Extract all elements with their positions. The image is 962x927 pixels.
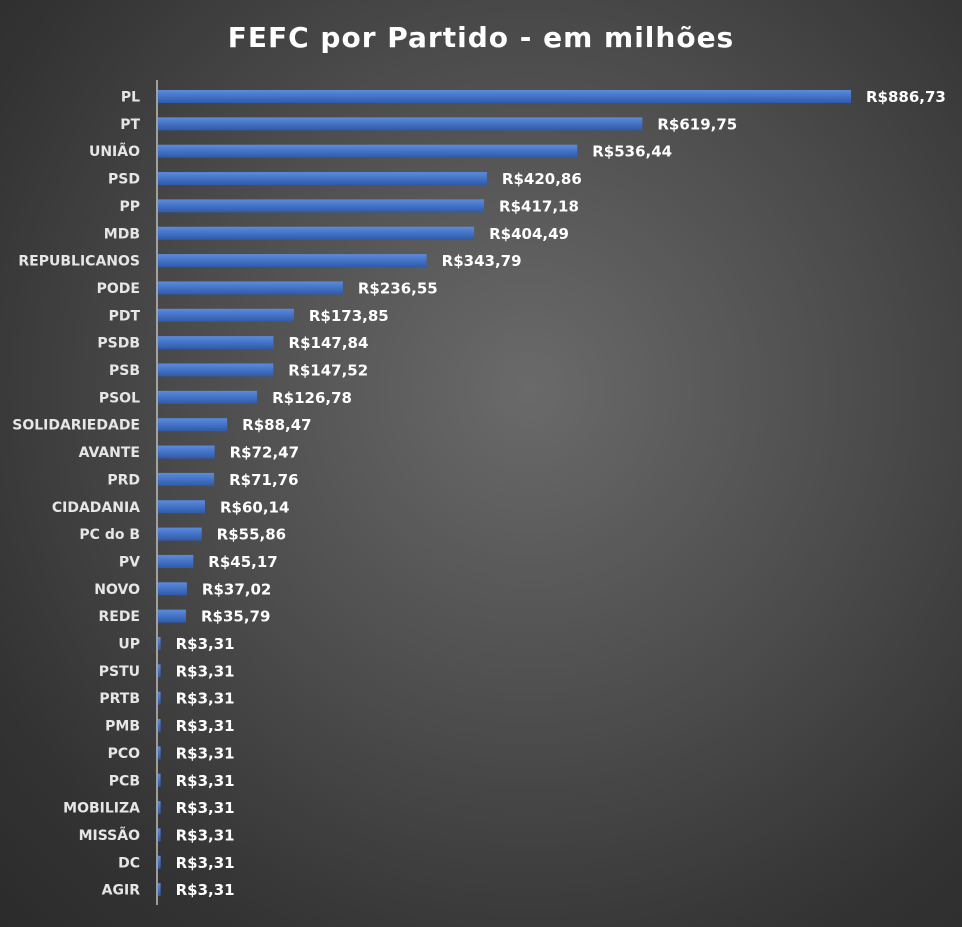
bar [158,172,487,186]
category-label: PT [120,117,140,133]
bar [158,719,161,733]
data-label: R$3,31 [176,772,235,790]
category-label: PCB [109,773,140,789]
data-label: R$126,78 [272,389,352,407]
category-label: REDE [98,609,140,625]
bar [158,418,228,432]
data-label: R$886,73 [866,88,946,106]
data-label: R$3,31 [176,826,235,844]
category-label: AVANTE [79,445,140,461]
data-label: R$3,31 [176,717,235,735]
data-label: R$37,02 [202,580,271,598]
bar [158,500,206,514]
bar [158,390,258,404]
chart-title: FEFC por Partido - em milhões [228,21,734,54]
bar [158,363,274,377]
category-label: PV [119,554,140,570]
bar [158,472,215,486]
data-label: R$45,17 [208,553,277,571]
bar [158,746,161,760]
data-label: R$55,86 [217,526,286,544]
data-label: R$147,84 [289,334,369,352]
category-label: MISSÃO [79,827,141,844]
data-label: R$3,31 [176,662,235,680]
data-label: R$88,47 [242,416,311,434]
data-label: R$536,44 [592,143,672,161]
category-label: PDT [109,308,141,324]
category-label: PRD [107,472,140,488]
bar [158,254,427,268]
category-label: SOLIDARIEDADE [12,418,140,434]
data-label: R$71,76 [229,471,298,489]
category-label: UP [118,637,140,653]
data-label: R$35,79 [201,608,270,626]
data-label: R$3,31 [176,881,235,899]
category-label: REPUBLICANOS [18,254,140,270]
data-label: R$420,86 [502,170,582,188]
category-label: PSOL [99,390,140,406]
category-label: PSB [109,363,140,379]
category-label: PC do B [79,527,140,543]
category-label: MOBILIZA [63,801,140,817]
bar [158,691,161,705]
category-label: PMB [105,719,140,735]
category-label: MDB [104,226,140,242]
category-label: CIDADANIA [52,500,140,516]
category-label: UNIÃO [89,143,140,160]
data-label: R$3,31 [176,854,235,872]
category-label: PRTB [99,691,140,707]
category-label: PP [119,199,140,215]
bar [158,554,194,568]
category-label: NOVO [94,582,140,598]
bar [158,281,343,295]
bar [158,855,161,869]
data-label: R$3,31 [176,744,235,762]
bars-group: PL R$886,73 PT R$619,75 UNIÃO R$536,44 PSD R$42… [12,88,946,899]
category-label: PSTU [99,664,140,680]
bar [158,144,578,158]
bar [158,117,643,131]
bar [158,226,475,240]
category-label: DC [118,855,140,871]
bar [158,445,215,459]
category-label: PODE [97,281,140,297]
bar [158,336,274,350]
data-label: R$3,31 [176,635,235,653]
category-label: PCO [108,746,141,762]
bar [158,773,161,787]
category-label: PSDB [97,336,140,352]
data-label: R$417,18 [499,197,579,215]
bar [158,609,186,623]
data-label: R$147,52 [288,362,368,380]
data-label: R$72,47 [230,444,299,462]
data-label: R$619,75 [657,115,737,133]
bar [158,801,161,815]
category-label: AGIR [102,883,141,899]
category-label: PL [121,90,140,106]
bar [158,883,161,897]
data-label: R$173,85 [309,307,389,325]
bar [158,828,161,842]
bar [158,90,851,103]
bar [158,199,485,213]
data-label: R$236,55 [358,279,438,297]
data-label: R$3,31 [176,690,235,708]
bar [158,664,161,678]
category-label: PSD [108,172,140,188]
bar [158,637,161,650]
data-label: R$343,79 [442,252,522,270]
bar [158,582,187,596]
data-label: R$404,49 [489,225,569,243]
bar [158,308,294,322]
data-label: R$60,14 [220,498,289,516]
bar [158,527,202,541]
data-label: R$3,31 [176,799,235,817]
